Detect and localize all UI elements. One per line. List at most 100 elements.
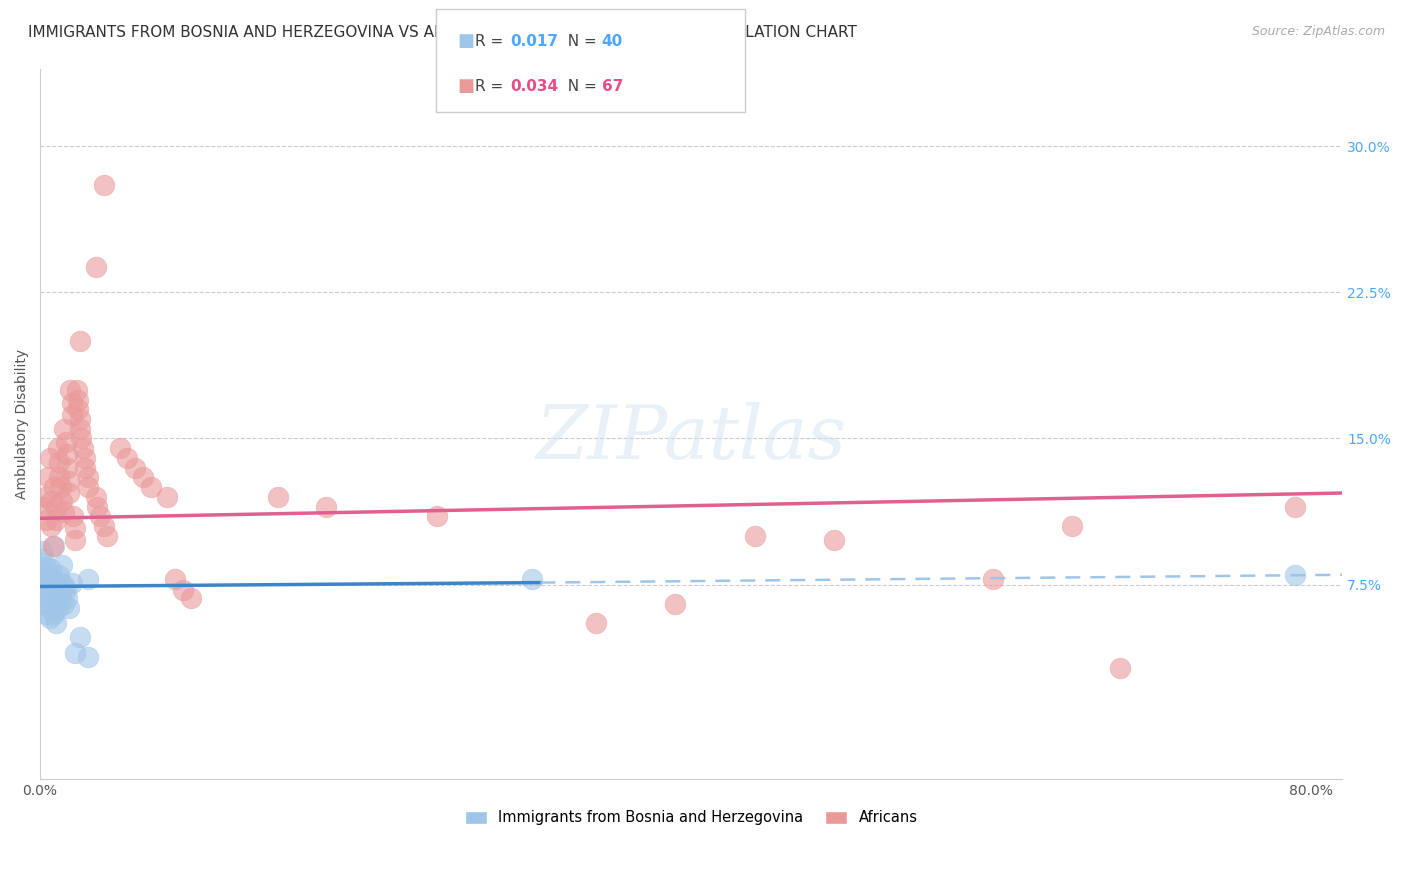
Point — [49, 587, 72, 601]
Point — [165, 572, 187, 586]
Point — [76, 649, 98, 664]
Point — [52, 506, 75, 520]
Point — [39, 577, 62, 591]
Point — [72, 441, 94, 455]
Y-axis label: Ambulatory Disability: Ambulatory Disability — [15, 349, 30, 499]
Point — [34, 587, 56, 601]
Point — [59, 383, 82, 397]
Point — [34, 597, 56, 611]
Point — [56, 591, 79, 606]
Point — [1109, 661, 1132, 675]
Point — [35, 513, 58, 527]
Point — [60, 408, 83, 422]
Point — [69, 630, 91, 644]
Text: N =: N = — [558, 78, 602, 94]
Point — [1062, 519, 1084, 533]
Point — [46, 591, 69, 606]
Point — [84, 260, 107, 274]
Point — [67, 392, 90, 407]
Point — [63, 533, 86, 547]
Point — [48, 470, 70, 484]
Point — [76, 480, 98, 494]
Point — [44, 539, 66, 553]
Point — [172, 583, 194, 598]
Point — [44, 480, 66, 494]
Text: IMMIGRANTS FROM BOSNIA AND HERZEGOVINA VS AFRICAN AMBULATORY DISABILITY CORRELAT: IMMIGRANTS FROM BOSNIA AND HERZEGOVINA V… — [28, 25, 858, 40]
Legend: Immigrants from Bosnia and Herzegovina, Africans: Immigrants from Bosnia and Herzegovina, … — [464, 810, 918, 825]
Point — [48, 455, 70, 469]
Point — [45, 616, 67, 631]
Point — [84, 490, 107, 504]
Point — [63, 646, 86, 660]
Point — [426, 509, 449, 524]
Point — [55, 435, 77, 450]
Point — [44, 607, 66, 621]
Point — [45, 579, 67, 593]
Point — [42, 539, 65, 553]
Point — [34, 575, 56, 590]
Point — [32, 500, 55, 514]
Point — [45, 513, 67, 527]
Point — [124, 460, 146, 475]
Point — [45, 500, 67, 514]
Point — [86, 500, 108, 514]
Point — [70, 432, 93, 446]
Point — [35, 570, 58, 584]
Point — [39, 562, 62, 576]
Text: ZIPatlas: ZIPatlas — [536, 402, 846, 475]
Point — [89, 509, 111, 524]
Point — [156, 490, 179, 504]
Point — [585, 616, 607, 631]
Point — [66, 383, 89, 397]
Point — [42, 572, 65, 586]
Text: ■: ■ — [457, 32, 474, 51]
Point — [58, 486, 80, 500]
Point — [52, 577, 75, 591]
Point — [31, 544, 53, 558]
Point — [49, 575, 72, 590]
Point — [38, 610, 60, 624]
Point — [981, 572, 1004, 586]
Point — [55, 583, 77, 598]
Point — [37, 582, 59, 596]
Text: ■: ■ — [457, 78, 474, 95]
Point — [315, 500, 337, 514]
Point — [38, 450, 60, 465]
Point — [823, 533, 845, 547]
Point — [45, 583, 67, 598]
Point — [744, 529, 766, 543]
Text: 0.017: 0.017 — [510, 34, 558, 49]
Point — [51, 493, 73, 508]
Point — [37, 591, 59, 606]
Point — [46, 601, 69, 615]
Point — [51, 558, 73, 572]
Point — [69, 334, 91, 348]
Point — [1284, 500, 1306, 514]
Point — [37, 470, 59, 484]
Point — [60, 396, 83, 410]
Point — [63, 521, 86, 535]
Point — [60, 575, 83, 590]
Point — [56, 460, 79, 475]
Point — [48, 567, 70, 582]
Point — [42, 585, 65, 599]
Point — [35, 607, 58, 621]
Point — [39, 493, 62, 508]
Point — [49, 480, 72, 494]
Point — [664, 597, 686, 611]
Point — [76, 572, 98, 586]
Point — [108, 441, 131, 455]
Point — [267, 490, 290, 504]
Point — [35, 560, 58, 574]
Text: 0.034: 0.034 — [510, 78, 558, 94]
Point — [93, 178, 115, 193]
Point — [141, 480, 163, 494]
Point — [96, 529, 118, 543]
Point — [93, 519, 115, 533]
Point — [38, 601, 60, 615]
Point — [62, 509, 84, 524]
Point — [52, 597, 75, 611]
Point — [69, 412, 91, 426]
Point — [52, 422, 75, 436]
Point — [69, 422, 91, 436]
